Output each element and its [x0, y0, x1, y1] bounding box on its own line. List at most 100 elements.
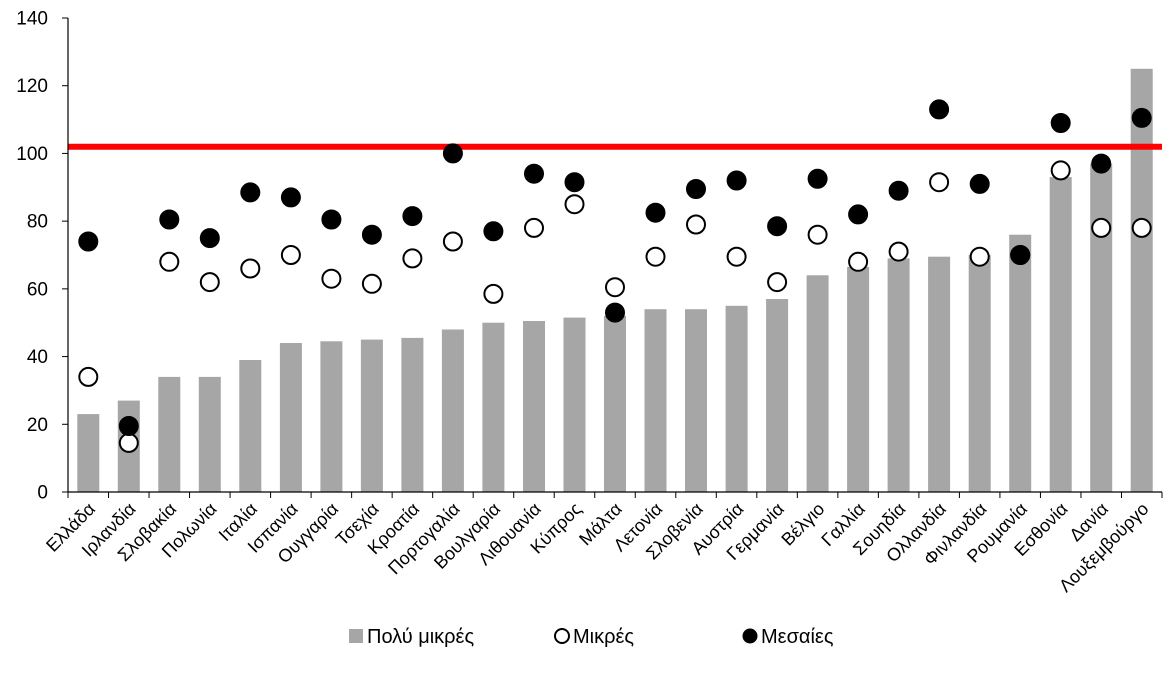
- marker-mesaies-Λετονία: [645, 202, 666, 223]
- marker-mesaies-Πολωνία: [199, 228, 220, 249]
- y-tick-label: 100: [16, 144, 48, 165]
- x-tick-label: Βέλγιο: [777, 499, 828, 550]
- marker-mesaies-Τσεχία: [361, 224, 382, 245]
- marker-mikres-Ιρλανδία: [118, 432, 139, 453]
- marker-mesaies-Ισπανία: [280, 187, 301, 208]
- bars-layer: [77, 68, 1153, 493]
- bar-Σλοβενία: [685, 309, 707, 492]
- marker-mesaies-Εσθονία: [1050, 113, 1071, 133]
- legend: Πολύ μικρές Μικρές Μεσαίες: [349, 626, 834, 648]
- marker-mesaies-Δανία: [1091, 153, 1112, 174]
- marker-mesaies-Ρουμανία: [1010, 245, 1031, 265]
- y-tick-label: 140: [16, 9, 48, 30]
- bar-Σουηδία: [887, 258, 910, 492]
- y-tick-label: 0: [37, 483, 48, 504]
- legend-item-2: Μικρές: [554, 626, 634, 648]
- marker-mikres-Σλοβενία: [686, 214, 706, 235]
- marker-mesaies-Βέλγιο: [807, 168, 828, 189]
- marker-mesaies-Ολλανδία: [929, 99, 950, 120]
- legend-label: Μεσαίες: [761, 626, 834, 648]
- marker-mikres-Σλοβακία: [159, 251, 180, 272]
- marker-mikres-Γαλλία: [848, 251, 869, 272]
- marker-mesaies-Ιταλία: [240, 182, 261, 203]
- marker-mesaies-Βουλγαρία: [483, 221, 504, 242]
- markers-layer: [78, 99, 1152, 453]
- marker-mesaies-Σλοβενία: [686, 179, 706, 199]
- marker-mikres-Ελλάδα: [78, 366, 99, 387]
- bar-Πολωνία: [198, 376, 221, 492]
- marker-mesaies-Ουγγαρία: [321, 209, 342, 230]
- legend-swatch-bar: [349, 629, 363, 643]
- marker-mikres-Ολλανδία: [929, 172, 950, 193]
- bar-Ρουμανία: [1009, 234, 1032, 492]
- bar-Αυστρία: [725, 305, 748, 492]
- marker-mikres-Ουγγαρία: [321, 268, 342, 289]
- y-tick-label: 80: [27, 212, 48, 233]
- marker-mikres-Ιταλία: [240, 258, 261, 279]
- legend-label: Πολύ μικρές: [367, 626, 474, 648]
- bar-Ολλανδία: [928, 256, 951, 492]
- bar-Γερμανία: [766, 299, 789, 492]
- legend-item-1: Πολύ μικρές: [349, 626, 474, 648]
- legend-item-3: Μεσαίες: [742, 626, 834, 648]
- marker-mikres-Τσεχία: [361, 273, 382, 294]
- marker-mikres-Πορτογαλία: [442, 231, 463, 252]
- y-tick-label: 20: [27, 415, 48, 436]
- legend-swatch-open-circle: [554, 628, 570, 644]
- marker-mikres-Βέλγιο: [807, 224, 828, 245]
- marker-mikres-Λουξεμβούργο: [1131, 217, 1152, 238]
- bar-Ουγγαρία: [320, 341, 343, 492]
- marker-mikres-Λετονία: [645, 246, 666, 267]
- marker-mikres-Αυστρία: [726, 246, 747, 267]
- marker-mesaies-Γερμανία: [767, 216, 788, 237]
- legend-swatch-filled-circle: [742, 628, 758, 644]
- bar-Ιταλία: [239, 360, 262, 492]
- marker-mesaies-Αυστρία: [726, 170, 747, 191]
- bar-Πορτογαλία: [441, 329, 464, 492]
- marker-mesaies-Ιρλανδία: [118, 416, 139, 436]
- bar-Κύπρος: [563, 317, 586, 492]
- bar-Λουξεμβούργο: [1130, 68, 1153, 493]
- y-tick-label: 120: [16, 76, 48, 97]
- marker-mikres-Πολωνία: [199, 272, 220, 293]
- marker-mikres-Ισπανία: [280, 245, 301, 265]
- y-tick-label: 60: [27, 279, 48, 300]
- marker-mikres-Λιθουανία: [524, 217, 544, 238]
- marker-mesaies-Σλοβακία: [159, 209, 180, 230]
- marker-mesaies-Σουηδία: [888, 180, 909, 201]
- marker-mesaies-Μάλτα: [605, 302, 625, 323]
- marker-mesaies-Ελλάδα: [78, 231, 99, 252]
- bar-Βέλγιο: [806, 275, 829, 492]
- bar-Φινλανδία: [968, 255, 991, 492]
- marker-mikres-Εσθονία: [1050, 160, 1071, 181]
- bar-Βουλγαρία: [482, 322, 505, 492]
- marker-mesaies-Λουξεμβούργο: [1131, 107, 1152, 128]
- marker-mesaies-Κύπρος: [564, 172, 585, 193]
- marker-mesaies-Λιθουανία: [524, 163, 544, 184]
- bar-Λιθουανία: [523, 321, 545, 492]
- legend-label: Μικρές: [573, 626, 634, 648]
- marker-mesaies-Πορτογαλία: [442, 143, 463, 164]
- bar-Δανία: [1090, 163, 1113, 492]
- marker-mesaies-Κροατία: [402, 206, 423, 227]
- marker-mikres-Γερμανία: [767, 272, 788, 293]
- bar-Τσεχία: [360, 339, 383, 492]
- bar-Εσθονία: [1049, 177, 1072, 492]
- marker-mikres-Βουλγαρία: [483, 283, 504, 304]
- bar-Ελλάδα: [77, 414, 100, 492]
- marker-mikres-Κροατία: [402, 248, 423, 269]
- bar-Γαλλία: [847, 266, 870, 492]
- bar-Κροατία: [401, 337, 424, 492]
- bar-Μάλτα: [604, 315, 626, 492]
- marker-mikres-Μάλτα: [605, 277, 625, 298]
- marker-mikres-Κύπρος: [564, 194, 585, 215]
- y-tick-label: 40: [27, 347, 48, 368]
- bar-Σλοβακία: [158, 376, 181, 492]
- bar-Ισπανία: [279, 343, 302, 492]
- marker-mikres-Φινλανδία: [969, 246, 990, 267]
- marker-mesaies-Φινλανδία: [969, 173, 990, 194]
- marker-mikres-Δανία: [1091, 217, 1112, 238]
- marker-mesaies-Γαλλία: [848, 204, 869, 225]
- bar-Λετονία: [644, 309, 667, 492]
